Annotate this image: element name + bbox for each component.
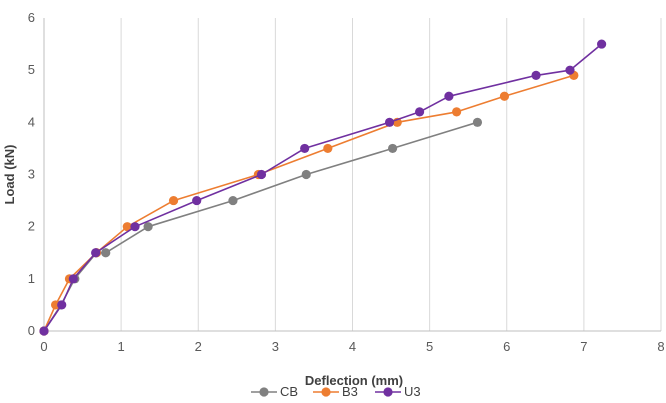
y-tick-label: 6 xyxy=(28,10,35,25)
data-point-B3 xyxy=(323,143,333,154)
legend-label: B3 xyxy=(342,384,358,399)
axes xyxy=(43,18,661,332)
y-tick-label: 1 xyxy=(28,271,35,286)
x-tick-label: 6 xyxy=(503,339,510,354)
x-axis-title: Deflection (mm) xyxy=(305,373,403,388)
series-line-U3 xyxy=(43,43,603,332)
data-point-U3 xyxy=(68,274,78,284)
data-point-U3 xyxy=(57,300,67,310)
series-line-B3 xyxy=(43,74,575,332)
y-tick-label: 3 xyxy=(28,167,35,182)
y-tick-label: 5 xyxy=(28,62,35,77)
x-tick-label: 2 xyxy=(195,339,202,354)
x-tick-label: 1 xyxy=(118,339,125,354)
x-tick-label: 8 xyxy=(657,339,664,354)
legend-item-CB: CB xyxy=(251,384,298,399)
y-tick-label: 0 xyxy=(28,323,35,338)
legend-label: U3 xyxy=(404,384,421,399)
data-point-U3 xyxy=(414,107,425,117)
y-tick-label: 2 xyxy=(28,219,35,234)
tick-labels: 0 1 2 3 4 5 6 7 8 0 1 2 3 4 5 6 xyxy=(28,10,665,354)
data-point-U3 xyxy=(565,65,575,75)
x-tick-label: 3 xyxy=(272,339,279,354)
data-point-U3 xyxy=(384,117,395,127)
data-point-B3 xyxy=(122,222,132,232)
data-point-CB xyxy=(472,117,483,127)
series-line-CB xyxy=(43,121,478,332)
data-point-B3 xyxy=(499,91,510,101)
data-point-U3 xyxy=(597,39,607,49)
x-tick-label: 4 xyxy=(349,339,356,354)
data-point-U3 xyxy=(256,169,267,180)
data-point-CB xyxy=(301,169,311,180)
series xyxy=(39,39,607,336)
data-point-CB xyxy=(101,248,111,258)
x-tick-label: 5 xyxy=(426,339,433,354)
data-point-U3 xyxy=(531,70,541,80)
legend: CB B3 U3 xyxy=(251,384,421,399)
data-point-B3 xyxy=(168,195,179,206)
data-point-CB xyxy=(143,222,153,232)
series-B3 xyxy=(39,70,579,336)
legend-item-B3: B3 xyxy=(313,384,358,399)
y-axis-title: Load (kN) xyxy=(2,145,17,205)
data-point-CB xyxy=(228,195,238,206)
legend-marker xyxy=(259,387,269,397)
data-point-U3 xyxy=(300,143,310,154)
legend-marker xyxy=(383,387,393,397)
data-point-U3 xyxy=(91,248,101,258)
data-point-B3 xyxy=(452,107,462,117)
grid xyxy=(120,18,662,331)
data-point-CB xyxy=(388,143,398,154)
data-point-U3 xyxy=(444,91,454,101)
x-tick-label: 7 xyxy=(580,339,587,354)
x-tick-label: 0 xyxy=(40,339,47,354)
data-point-U3 xyxy=(130,222,140,232)
legend-label: CB xyxy=(280,384,298,399)
data-point-U3 xyxy=(39,326,49,336)
legend-marker xyxy=(321,387,331,397)
data-point-U3 xyxy=(192,195,202,206)
y-tick-label: 4 xyxy=(28,114,35,129)
series-U3 xyxy=(39,39,607,336)
legend-item-U3: U3 xyxy=(375,384,421,399)
series-CB xyxy=(39,117,483,336)
